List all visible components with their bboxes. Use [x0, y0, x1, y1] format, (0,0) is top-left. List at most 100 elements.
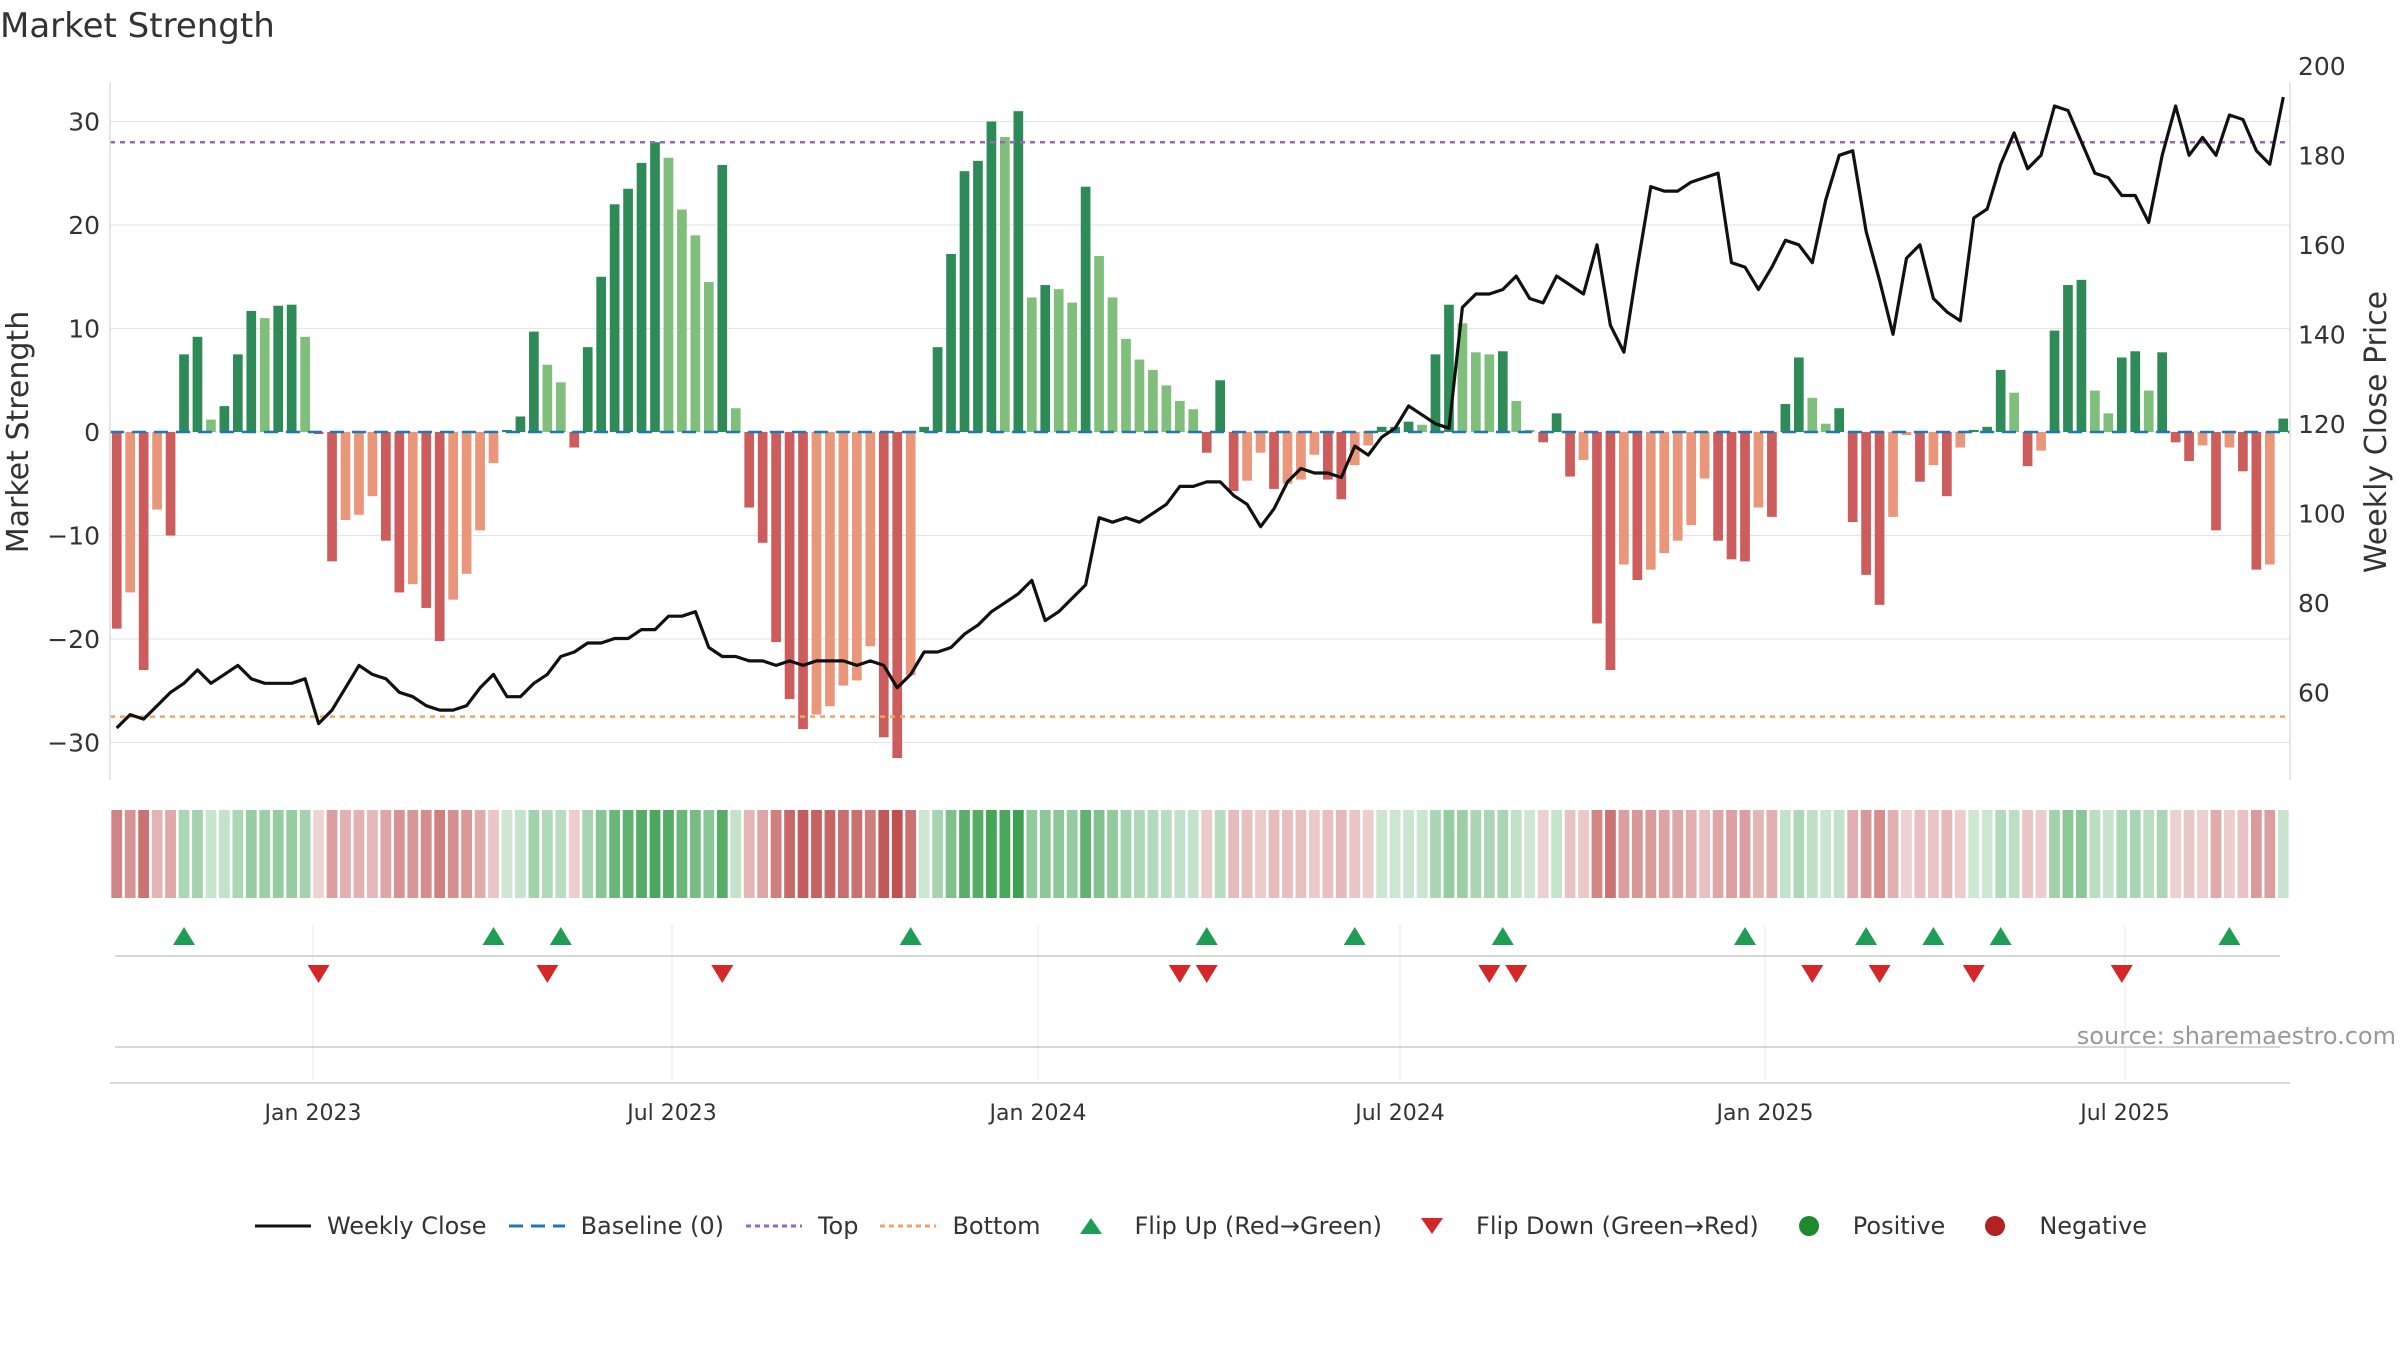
strength-bar: [1417, 424, 1427, 432]
heat-cell: [138, 810, 150, 898]
heat-cell: [1228, 810, 1240, 898]
strength-heat-strip: [111, 810, 2289, 898]
strength-bar: [852, 432, 862, 681]
heat-cell: [1322, 810, 1334, 898]
strength-bar: [1645, 432, 1656, 570]
heat-cell: [1995, 810, 2007, 898]
strength-bar: [1201, 432, 1212, 453]
heat-cell: [959, 810, 970, 898]
strength-bar: [1094, 256, 1104, 432]
strength-bar: [1901, 432, 1912, 436]
heat-cell: [784, 810, 795, 898]
strength-bar: [811, 432, 822, 715]
y2-tick-label: 80: [2298, 589, 2330, 618]
strength-bar: [1188, 409, 1199, 432]
heat-cell: [1591, 810, 1603, 898]
heat-cell: [259, 810, 271, 898]
strength-bar: [1565, 432, 1575, 477]
heat-cell: [932, 810, 943, 898]
strength-bar: [2049, 330, 2060, 432]
strength-bar: [300, 336, 310, 432]
legend-swatch: [1798, 1216, 1819, 1236]
strength-bar: [2009, 392, 2019, 432]
heat-cell: [461, 810, 472, 898]
heat-cell: [1376, 810, 1388, 898]
heat-cell: [1524, 810, 1536, 898]
heat-cell: [272, 810, 284, 898]
heat-cell: [353, 810, 365, 898]
heat-cell: [1739, 810, 1751, 898]
strength-bar: [663, 157, 674, 432]
heat-cell: [286, 810, 298, 898]
strength-bar: [1296, 432, 1306, 480]
strength-bar: [1578, 432, 1589, 460]
legend-label: Weekly Close: [326, 1212, 487, 1240]
heat-cell: [636, 810, 647, 898]
strength-bar: [488, 432, 499, 464]
heat-cell: [1685, 810, 1697, 898]
x-tick-label: Jul 2025: [2078, 1101, 2170, 1126]
strength-bar: [878, 432, 889, 738]
y-tick-label: −30: [47, 729, 100, 758]
flip-up-marker: [482, 927, 505, 945]
heat-cell: [2143, 810, 2155, 898]
strength-bar: [892, 432, 903, 759]
legend-swatch: [508, 1224, 565, 1228]
strength-bar: [609, 204, 620, 432]
y2-tick-label: 100: [2298, 499, 2346, 528]
heat-cell: [178, 810, 190, 898]
heat-cell: [1806, 810, 1818, 898]
strength-bar: [771, 432, 781, 643]
strength-bar: [246, 310, 257, 432]
strength-bar: [1228, 432, 1239, 491]
heat-cell: [2022, 810, 2033, 898]
strength-bar: [1686, 432, 1697, 526]
heat-cell: [918, 810, 930, 898]
heat-cell: [582, 810, 594, 898]
x-tick-label: Jul 2024: [1353, 1101, 1445, 1126]
heat-cell: [326, 810, 338, 898]
heat-cell: [1335, 810, 1347, 898]
heat-cell: [528, 810, 540, 898]
strength-bar: [2264, 432, 2275, 565]
strength-bar: [784, 432, 795, 700]
heat-cell: [595, 810, 607, 898]
heat-cell: [1389, 810, 1401, 898]
strength-bar: [1040, 285, 1051, 432]
heat-cell: [1093, 810, 1105, 898]
strength-bar: [636, 162, 647, 432]
strength-bar: [1928, 432, 1939, 466]
heat-cell: [1201, 810, 1213, 898]
heat-cell: [1362, 810, 1374, 898]
heat-cell: [2102, 810, 2114, 898]
heat-cell: [111, 810, 123, 898]
strength-bar: [1551, 413, 1562, 432]
flip-up-marker: [1855, 927, 1878, 945]
flip-down-marker: [1801, 965, 1824, 983]
strength-bar: [1619, 432, 1629, 565]
heat-cell: [151, 810, 163, 898]
heat-cell: [165, 810, 176, 898]
heat-cell: [1793, 810, 1805, 898]
strength-bar: [232, 354, 243, 432]
strength-bar: [111, 432, 122, 629]
heat-cell: [851, 810, 863, 898]
heat-cell: [2089, 810, 2101, 898]
legend-label: Flip Down (Green→Red): [1476, 1212, 1759, 1240]
heat-cell: [1187, 810, 1199, 898]
heat-cell: [2129, 810, 2141, 898]
strength-bar: [865, 432, 876, 647]
heat-cell: [1255, 810, 1266, 898]
strength-bar: [1282, 432, 1293, 484]
strength-bar: [1713, 432, 1723, 541]
x-tick-label: Jan 2024: [988, 1101, 1087, 1126]
strength-bar: [1820, 423, 1831, 432]
strength-bar: [1457, 323, 1468, 432]
strength-bar: [515, 416, 526, 432]
flip-down-marker: [2110, 965, 2133, 983]
strength-bar: [1161, 385, 1172, 432]
strength-bar: [327, 432, 337, 562]
market-strength-chart: Jan 2023 Jul 2023 Jan 2024 Jul 2024 Jan 2025…: [1, 52, 2394, 1126]
strength-bar: [354, 432, 364, 515]
heat-cell: [1766, 810, 1778, 898]
